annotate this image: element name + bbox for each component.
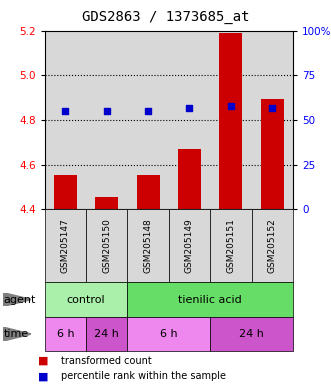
- Text: agent: agent: [3, 295, 36, 305]
- Polygon shape: [3, 293, 31, 306]
- Text: 6 h: 6 h: [160, 329, 178, 339]
- Point: [187, 104, 192, 111]
- Bar: [261, 99, 284, 209]
- Point: [104, 108, 109, 114]
- Text: 6 h: 6 h: [57, 329, 74, 339]
- Bar: [54, 175, 77, 209]
- Text: GSM205151: GSM205151: [226, 218, 235, 273]
- Text: ■: ■: [38, 371, 49, 381]
- Text: GSM205149: GSM205149: [185, 218, 194, 273]
- Polygon shape: [3, 327, 31, 341]
- Point: [228, 103, 234, 109]
- Text: GSM205150: GSM205150: [102, 218, 111, 273]
- Point: [146, 108, 151, 114]
- Bar: [137, 175, 160, 209]
- Bar: [95, 197, 118, 209]
- Text: transformed count: transformed count: [61, 356, 152, 366]
- Text: percentile rank within the sample: percentile rank within the sample: [61, 371, 226, 381]
- Text: GSM205147: GSM205147: [61, 218, 70, 273]
- Text: tienilic acid: tienilic acid: [178, 295, 242, 305]
- Text: control: control: [67, 295, 105, 305]
- Text: GSM205152: GSM205152: [268, 218, 277, 273]
- Point: [63, 108, 68, 114]
- Bar: [178, 149, 201, 209]
- Text: 24 h: 24 h: [94, 329, 119, 339]
- Point: [269, 104, 275, 111]
- Text: GDS2863 / 1373685_at: GDS2863 / 1373685_at: [82, 10, 249, 23]
- Text: GSM205148: GSM205148: [144, 218, 153, 273]
- Text: time: time: [3, 329, 28, 339]
- Bar: [219, 33, 242, 209]
- Text: ■: ■: [38, 356, 49, 366]
- Text: 24 h: 24 h: [239, 329, 264, 339]
